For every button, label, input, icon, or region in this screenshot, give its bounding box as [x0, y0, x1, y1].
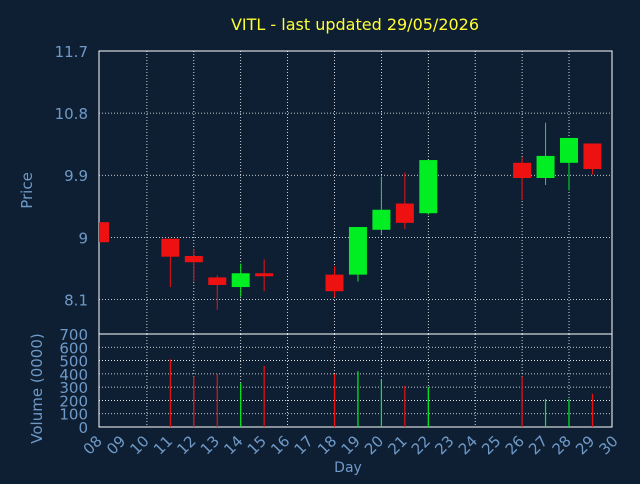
candle-22 — [419, 160, 438, 215]
candle-12 — [184, 249, 203, 282]
x-tick-label: 29 — [572, 432, 598, 458]
candle-body — [395, 203, 414, 223]
volume-tick-label: 200 — [59, 392, 88, 410]
volume-bars — [169, 359, 594, 427]
candle-29 — [583, 143, 602, 175]
candle-body — [536, 155, 555, 179]
x-tick-label: 16 — [267, 432, 293, 458]
candle-18 — [325, 266, 344, 298]
candle-27 — [536, 122, 555, 185]
candle-body — [231, 273, 250, 288]
candle-body — [513, 162, 532, 179]
price-grid — [98, 50, 613, 335]
candle-body — [419, 160, 438, 214]
chart-title: VITL - last updated 29/05/2026 — [231, 15, 479, 34]
price-plot-frame — [98, 50, 613, 335]
candle-body — [99, 222, 109, 243]
x-tick-label: 30 — [595, 432, 621, 458]
candle-body — [583, 143, 602, 170]
x-tick-label: 23 — [431, 432, 457, 458]
x-tick-label: 14 — [220, 432, 246, 458]
price-tick-label: 11.7 — [55, 43, 88, 61]
volume-tick-label: 500 — [59, 353, 88, 371]
candle-body — [161, 238, 180, 257]
x-tick-label: 26 — [502, 432, 528, 458]
x-tick-label: 09 — [103, 432, 129, 458]
volume-tick-label: 0 — [78, 419, 88, 437]
candle-body — [560, 137, 578, 163]
volume-tick-label: 700 — [59, 326, 88, 344]
x-tick-label: 17 — [291, 432, 317, 458]
x-tick-label: 18 — [314, 432, 340, 458]
volume-tick-label: 400 — [59, 366, 88, 384]
x-ticks: 0809101112131415161718192021222324252627… — [80, 432, 622, 458]
x-axis-label: Day — [334, 460, 362, 476]
volume-plot-frame — [98, 333, 613, 428]
volume-grid — [98, 333, 613, 428]
candle-21 — [395, 172, 414, 230]
candle-13 — [208, 275, 227, 310]
candle-26 — [513, 157, 532, 201]
price-axis-label: Price — [18, 172, 36, 209]
volume-tick-label: 100 — [59, 406, 88, 424]
candle-19 — [348, 227, 367, 282]
candle-11 — [161, 238, 180, 288]
x-tick-label: 21 — [384, 432, 410, 458]
candle-15 — [255, 259, 274, 292]
volume-tick-label: 300 — [59, 379, 88, 397]
x-tick-label: 25 — [478, 432, 504, 458]
price-tick-label: 8.1 — [64, 291, 88, 309]
candle-body — [348, 227, 367, 275]
price-tick-label: 9 — [78, 229, 88, 247]
candle-body — [372, 209, 391, 230]
volume-tick-label: 600 — [59, 339, 88, 357]
price-y-ticks: 11.7 10.8 9.9 9 8.1 — [55, 43, 88, 309]
candle-body — [255, 273, 274, 277]
x-tick-label: 20 — [361, 432, 387, 458]
x-tick-label: 11 — [150, 432, 176, 458]
candlesticks — [99, 122, 602, 310]
x-tick-label: 28 — [549, 432, 575, 458]
x-tick-label: 13 — [197, 432, 223, 458]
candle-body — [184, 256, 203, 263]
price-tick-label: 10.8 — [55, 105, 88, 123]
candle-body — [208, 277, 227, 285]
candle-20 — [372, 176, 391, 235]
x-tick-label: 10 — [126, 432, 152, 458]
volume-axis-label: Volume (0000) — [28, 333, 46, 443]
candle-body — [325, 274, 344, 292]
x-tick-label: 12 — [173, 432, 199, 458]
price-tick-label: 9.9 — [64, 167, 88, 185]
candle-08 — [99, 222, 109, 243]
x-tick-label: 19 — [338, 432, 364, 458]
x-tick-label: 15 — [244, 432, 270, 458]
x-tick-label: 24 — [455, 432, 481, 458]
candle-14 — [231, 263, 250, 297]
x-tick-label: 27 — [525, 432, 551, 458]
candle-28 — [560, 137, 578, 191]
x-tick-label: 22 — [408, 432, 434, 458]
